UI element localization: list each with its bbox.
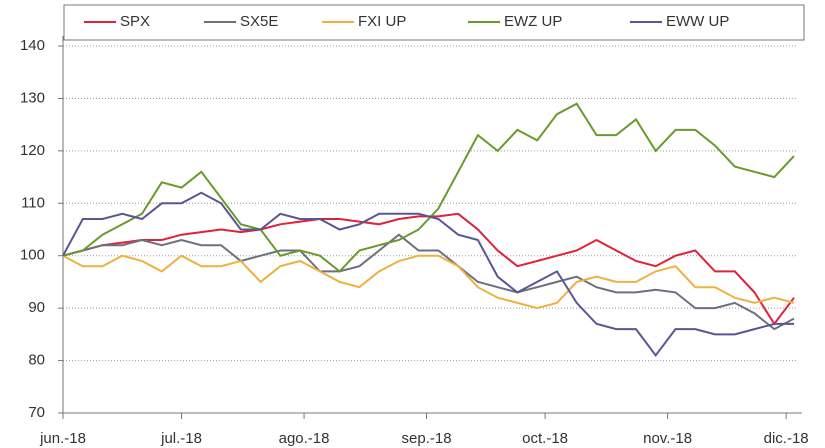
y-tick-label: 120 [20, 142, 45, 159]
legend-label: EWW UP [666, 13, 729, 30]
x-tick-label: dic.-18 [764, 430, 809, 447]
series-line [62, 191, 794, 357]
y-tick-label: 130 [20, 89, 45, 106]
y-tick-label: 110 [21, 194, 45, 211]
series-line [62, 212, 795, 326]
x-tick-label: ago.-18 [279, 430, 330, 447]
legend-label: FXI UP [358, 13, 406, 30]
y-tick-label: 140 [20, 37, 45, 54]
legend-box [63, 4, 805, 41]
series-line [62, 102, 795, 273]
y-tick-label: 70 [28, 404, 45, 421]
y-tick-label: 90 [28, 299, 45, 316]
y-tick-label: 80 [28, 352, 45, 369]
x-tick-label: sep.-18 [402, 430, 452, 447]
x-tick-label: nov.-18 [643, 430, 692, 447]
x-tick-label: oct.-18 [522, 430, 568, 447]
series-line [62, 233, 795, 331]
legend-label: EWZ UP [504, 13, 562, 30]
series-line [62, 254, 795, 310]
x-tick-label: jul.-18 [160, 430, 202, 447]
x-tick-label: jun.-18 [39, 430, 86, 447]
legend-label: SX5E [240, 13, 278, 30]
y-tick-label: 100 [20, 247, 45, 264]
legend-label: SPX [120, 13, 150, 30]
